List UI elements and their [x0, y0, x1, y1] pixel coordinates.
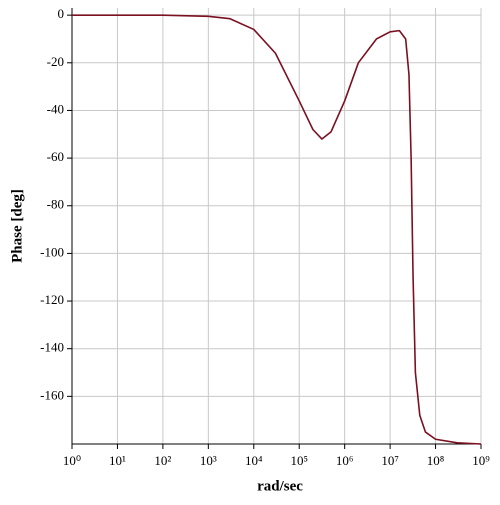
y-tick-label: -60: [47, 149, 64, 164]
x-tick-label: 10¹: [109, 453, 126, 468]
y-tick-label: 0: [58, 6, 65, 21]
x-tick-label: 10⁹: [472, 453, 490, 468]
data-line: [72, 14, 482, 445]
x-tick-label: 10⁸: [427, 453, 445, 468]
x-tick-label: 10³: [200, 453, 217, 468]
x-tick-label: 10⁶: [336, 453, 354, 468]
x-tick-label: 10⁴: [245, 453, 263, 468]
y-tick-label: -20: [47, 54, 64, 69]
x-tick-label: 10⁰: [63, 453, 81, 468]
y-tick-label: -40: [47, 101, 64, 116]
x-tick-label: 10⁵: [290, 453, 308, 468]
x-axis-label: rad/sec: [257, 478, 303, 494]
y-tick-label: -120: [40, 292, 64, 307]
x-tick-label: 10⁷: [381, 453, 399, 468]
y-tick-label: -140: [40, 340, 64, 355]
y-tick-label: -160: [40, 387, 64, 402]
y-axis-label: Phase [deg]: [9, 189, 25, 263]
x-tick-label: 10²: [154, 453, 171, 468]
y-tick-label: -80: [47, 197, 64, 212]
y-tick-label: -100: [40, 244, 64, 259]
